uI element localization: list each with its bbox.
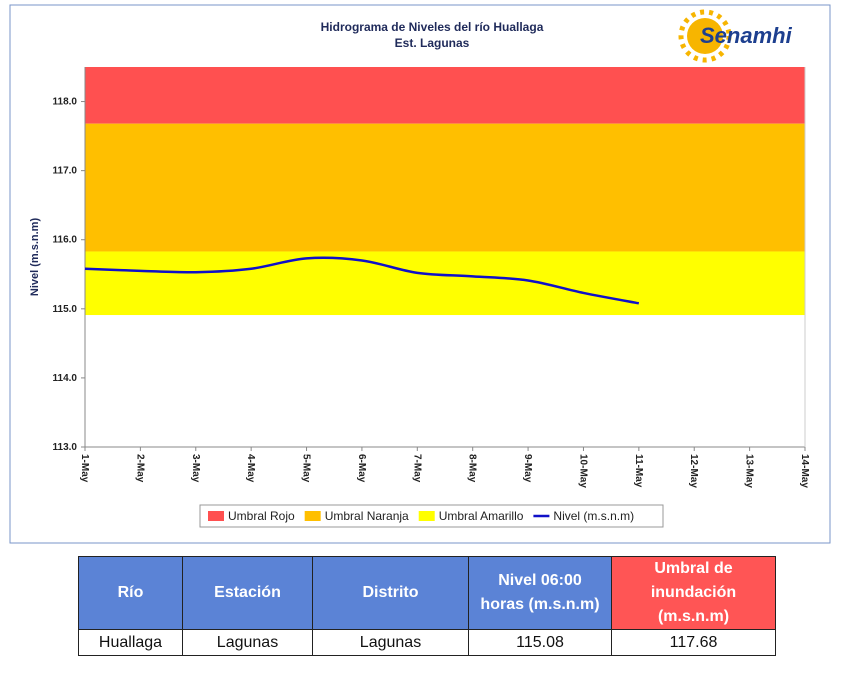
header-cell: Umbral de inundación (m.s.n.m)	[611, 556, 776, 630]
x-tick-label: 1-May	[79, 454, 90, 483]
table-row: Huallaga Lagunas Lagunas 115.08 117.68	[78, 629, 776, 656]
x-tick-label: 9-May	[522, 454, 533, 483]
y-tick-label: 114.0	[53, 373, 78, 384]
header-cell: Río	[78, 556, 183, 630]
y-tick-label: 118.0	[53, 97, 78, 108]
status-table: Río Estación Distrito Nivel 06:00 horas …	[78, 556, 776, 656]
cell: 115.08	[468, 629, 612, 656]
logo-sun	[687, 18, 723, 54]
x-tick-label: 4-May	[245, 454, 256, 483]
threshold-band	[85, 67, 805, 124]
legend-label: Nivel (m.s.n.m)	[553, 509, 634, 523]
x-tick-label: 10-May	[577, 454, 588, 488]
chart-title: Hidrograma de Niveles del río Huallaga	[321, 20, 544, 34]
level-line	[84, 256, 640, 305]
legend-swatch	[208, 511, 224, 521]
x-tick-label: 5-May	[301, 454, 312, 483]
logo-rays	[678, 9, 732, 63]
cell: Lagunas	[312, 629, 469, 656]
threshold-band	[85, 123, 805, 252]
header-cell: Nivel 06:00 horas (m.s.n.m)	[468, 556, 612, 630]
legend-swatch	[418, 511, 435, 521]
chart-subtitle: Est. Lagunas	[395, 36, 470, 50]
legend: Umbral Rojo Umbral Naranja Umbral Amarillo…	[199, 504, 664, 528]
cell: 117.68	[611, 629, 776, 656]
legend-label: Umbral Amarillo	[439, 509, 524, 523]
legend-label: Umbral Naranja	[325, 509, 409, 523]
logo: Senamhi	[678, 9, 793, 63]
chart: Hidrograma de Niveles del río Huallaga E…	[9, 4, 831, 544]
table-header: Río Estación Distrito Nivel 06:00 horas …	[78, 556, 776, 630]
y-tick-label: 115.0	[53, 304, 78, 315]
cell: Huallaga	[78, 629, 183, 656]
x-tick-label: 6-May	[356, 454, 367, 483]
x-tick-label: 11-May	[633, 454, 644, 488]
x-tick-label: 12-May	[688, 454, 699, 488]
legend-swatch	[304, 511, 321, 521]
x-tick-label: 3-May	[190, 454, 201, 483]
y-tick-label: 117.0	[53, 166, 78, 177]
x-tick-label: 8-May	[467, 454, 478, 483]
y-tick-label: 116.0	[53, 235, 78, 246]
y-axis-label: Nivel (m.s.n.m)	[29, 218, 41, 297]
x-tick-label: 13-May	[744, 454, 755, 488]
x-tick-label: 7-May	[411, 454, 422, 483]
threshold-band	[85, 251, 805, 316]
header-cell: Distrito	[312, 556, 469, 630]
logo-text: Senamhi	[700, 23, 793, 48]
x-tick-label: 2-May	[134, 454, 145, 483]
y-tick-label: 113.0	[53, 442, 78, 453]
legend-label: Umbral Rojo	[228, 509, 295, 523]
x-tick-label: 14-May	[799, 454, 810, 488]
cell: Lagunas	[182, 629, 313, 656]
header-cell: Estación	[182, 556, 313, 630]
